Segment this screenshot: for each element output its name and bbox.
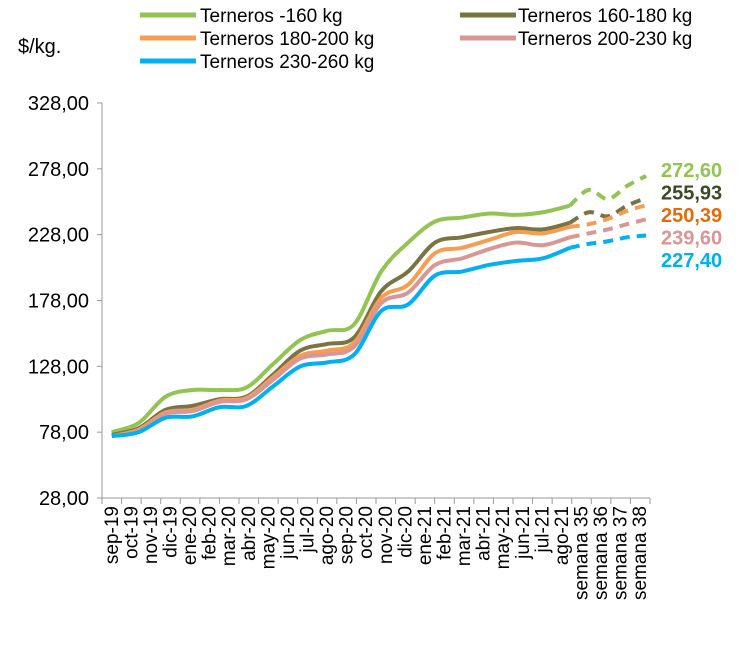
x-tick-label: dic-19	[161, 506, 182, 558]
series-line-projection	[569, 203, 647, 229]
x-tick-label: abr-21	[474, 506, 495, 561]
y-tick-label: 228,00	[28, 225, 89, 247]
x-tick-label: oct-20	[356, 506, 377, 559]
series-line-projection	[568, 174, 648, 208]
legend: Terneros -160 kg Terneros 160-180 kg Ter…	[140, 6, 692, 73]
x-tick-label: feb-21	[435, 506, 456, 560]
series-line-solid	[111, 220, 571, 437]
x-tick-label: ago-20	[317, 506, 338, 565]
series-line-projection	[569, 233, 647, 250]
series-end-label: 227,40	[661, 250, 722, 272]
legend-label: Terneros 200-230 kg	[518, 29, 692, 50]
y-axis-unit: $/kg.	[18, 36, 61, 58]
y-tick-label: 78,00	[39, 422, 89, 444]
y-tick-label: 128,00	[28, 356, 89, 378]
legend-label: Terneros 230-260 kg	[200, 52, 374, 73]
x-tick-label: jun-21	[513, 506, 534, 560]
y-tick-label: 328,00	[28, 93, 89, 115]
series-end-label: 250,39	[661, 205, 722, 227]
legend-item-terneros-160-180: Terneros 160-180 kg	[460, 6, 692, 27]
x-tick-label: abr-20	[239, 506, 260, 561]
x-tick-label: ene-21	[415, 506, 436, 565]
legend-item-terneros-230-260: Terneros 230-260 kg	[140, 52, 374, 73]
x-tick-label: nov-19	[141, 506, 162, 564]
x-tick-label: nov-20	[376, 506, 397, 564]
x-tick-label: ene-20	[180, 506, 201, 565]
x-tick-label: jul-20	[298, 506, 319, 553]
x-tick-label: dic-20	[395, 506, 416, 558]
y-tick-label: 178,00	[28, 291, 89, 313]
x-tick-label: semana 37	[611, 506, 632, 600]
series-line-solid	[111, 245, 571, 439]
x-tick-label: mar-21	[454, 506, 475, 566]
y-tick-label: 28,00	[39, 488, 89, 510]
x-tick-label: jun-20	[278, 506, 299, 560]
legend-item-terneros-200-230: Terneros 200-230 kg	[460, 29, 692, 50]
x-tick-label: sep-19	[102, 506, 123, 564]
x-tick-label: semana 35	[572, 506, 593, 600]
y-tick-label: 278,00	[28, 159, 89, 181]
legend-item-terneros-160: Terneros -160 kg	[140, 6, 343, 27]
y-axis-ticks: 28,00 78,00 128,00 178,00 228,00 278,00 328,00	[28, 93, 102, 510]
series-lines	[111, 174, 648, 439]
legend-label: Terneros -160 kg	[200, 6, 343, 27]
legend-label: Terneros 160-180 kg	[518, 6, 692, 27]
x-tick-label: semana 36	[591, 506, 612, 600]
series-end-label: 272,60	[661, 160, 722, 182]
x-tick-label: may-21	[493, 506, 514, 569]
x-tick-label: mar-20	[219, 506, 240, 566]
x-axis-ticks: sep-19oct-19nov-19dic-19ene-20feb-20mar-…	[101, 498, 651, 600]
legend-item-terneros-180-200: Terneros 180-200 kg	[140, 29, 374, 50]
series-line-projection	[569, 217, 647, 240]
x-tick-label: may-20	[258, 506, 279, 569]
series-end-label: 255,93	[661, 183, 722, 205]
x-tick-label: ago-21	[552, 506, 573, 565]
x-tick-label: semana 38	[630, 506, 651, 600]
series-end-label: 239,60	[661, 228, 722, 250]
x-tick-label: jul-21	[532, 506, 553, 553]
series-line-projection	[568, 196, 647, 225]
legend-label: Terneros 180-200 kg	[200, 29, 374, 50]
x-tick-label: feb-20	[200, 506, 221, 560]
series-line-solid	[111, 235, 571, 439]
series-line-solid	[111, 203, 571, 435]
x-tick-label: sep-20	[337, 506, 358, 564]
x-tick-label: oct-19	[121, 506, 142, 559]
